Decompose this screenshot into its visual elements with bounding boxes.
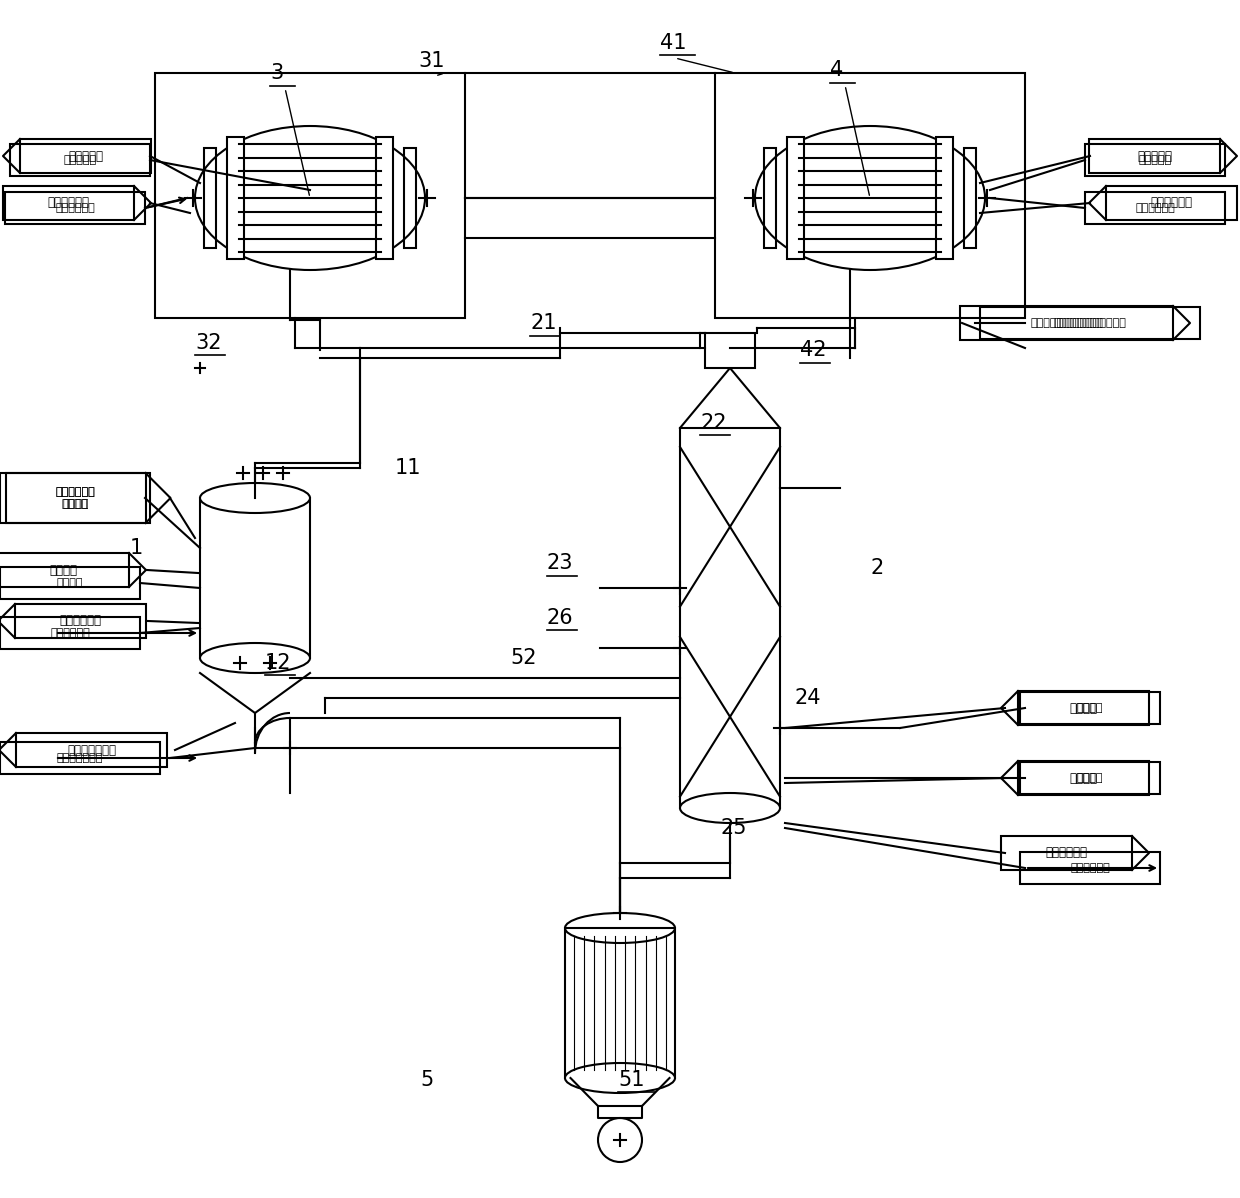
Text: 31: 31 xyxy=(418,52,444,71)
Bar xyxy=(0,473,150,524)
Ellipse shape xyxy=(195,126,425,270)
Text: 22: 22 xyxy=(701,413,727,432)
Text: 1: 1 xyxy=(130,538,144,558)
Bar xyxy=(786,137,804,259)
Text: 氢气进入: 氢气进入 xyxy=(1076,703,1104,713)
Text: 25: 25 xyxy=(720,818,746,837)
Bar xyxy=(376,137,393,259)
Text: 42: 42 xyxy=(800,340,827,361)
Bar xyxy=(1018,761,1149,795)
Bar xyxy=(1018,691,1149,725)
Bar xyxy=(1001,836,1132,870)
Text: 蒸汽进入: 蒸汽进入 xyxy=(1076,773,1104,783)
Text: 氢气进入: 氢气进入 xyxy=(1069,702,1097,714)
Text: 半导体晶硅: 半导体晶硅 xyxy=(1138,155,1172,165)
Ellipse shape xyxy=(598,1118,642,1162)
Bar xyxy=(1106,186,1238,220)
Bar xyxy=(205,147,216,248)
Bar xyxy=(1089,139,1220,173)
Bar xyxy=(980,307,1200,339)
Text: 蒸汽冷凝水出: 蒸汽冷凝水出 xyxy=(60,615,102,628)
Text: 低硅碳渣进入
催化剂入: 低硅碳渣进入 催化剂入 xyxy=(55,488,95,509)
Text: 41: 41 xyxy=(660,34,687,53)
Text: 三氯氢硅、四氯化硅产品: 三氯氢硅、四氯化硅产品 xyxy=(1030,317,1102,328)
Bar xyxy=(20,139,151,173)
Text: 5: 5 xyxy=(420,1070,433,1090)
Bar xyxy=(1085,192,1225,224)
Bar xyxy=(15,604,146,639)
Bar xyxy=(1085,144,1225,176)
Text: 蒸汽进入: 蒸汽进入 xyxy=(50,563,77,576)
Text: 26: 26 xyxy=(547,609,574,628)
Bar xyxy=(227,137,244,259)
Bar xyxy=(10,144,150,176)
Bar xyxy=(963,147,976,248)
Text: 半导体硅进入: 半导体硅进入 xyxy=(1135,202,1174,213)
Ellipse shape xyxy=(200,643,310,673)
Bar xyxy=(960,305,1173,340)
Text: 半导体硅进入: 半导体硅进入 xyxy=(55,202,95,213)
Text: 固料渣及返出硅: 固料渣及返出硅 xyxy=(57,754,103,763)
Bar xyxy=(565,928,675,1078)
Bar xyxy=(1021,762,1159,794)
Text: 蒸汽进入: 蒸汽进入 xyxy=(1069,772,1097,785)
Text: 4: 4 xyxy=(830,60,843,80)
Bar xyxy=(404,147,415,248)
Ellipse shape xyxy=(565,913,675,943)
Text: 24: 24 xyxy=(795,688,821,708)
Ellipse shape xyxy=(200,483,310,513)
Text: 52: 52 xyxy=(510,648,537,668)
Text: 低硅碳渣进入
催化剂入: 低硅碳渣进入 催化剂入 xyxy=(56,488,95,509)
Bar xyxy=(1021,852,1159,884)
Text: 51: 51 xyxy=(618,1070,645,1090)
Text: 蒸汽进入: 蒸汽进入 xyxy=(57,577,83,588)
Text: 三氯氢硅、四氯化硅产品: 三氯氢硅、四氯化硅产品 xyxy=(1054,317,1126,328)
Text: 半导体晶硅: 半导体晶硅 xyxy=(1137,150,1172,163)
Bar xyxy=(155,73,465,317)
Text: 21: 21 xyxy=(529,313,557,333)
Text: 32: 32 xyxy=(195,333,222,353)
Bar xyxy=(680,428,780,807)
Bar xyxy=(1021,692,1159,724)
Bar xyxy=(16,733,167,767)
Bar xyxy=(5,473,145,524)
Bar xyxy=(0,742,160,774)
Bar xyxy=(2,186,134,220)
Text: 蒸汽冷凝水出: 蒸汽冷凝水出 xyxy=(1070,863,1110,873)
Bar xyxy=(936,137,954,259)
Text: 23: 23 xyxy=(547,553,573,573)
Text: 蒸汽冷凝水出: 蒸汽冷凝水出 xyxy=(1045,847,1087,859)
Bar xyxy=(0,567,140,599)
Text: 蒸汽冷凝水出: 蒸汽冷凝水出 xyxy=(50,628,89,639)
Bar xyxy=(5,192,145,224)
Bar xyxy=(0,553,129,587)
Ellipse shape xyxy=(680,793,780,823)
Ellipse shape xyxy=(565,1063,675,1093)
Text: 2: 2 xyxy=(870,558,883,577)
Bar xyxy=(715,73,1025,317)
Bar xyxy=(0,617,140,649)
Text: 11: 11 xyxy=(396,458,422,478)
Bar xyxy=(200,498,310,658)
Text: 3: 3 xyxy=(270,63,283,83)
Ellipse shape xyxy=(755,126,985,270)
Text: 半导体晶硅: 半导体晶硅 xyxy=(68,150,103,163)
Bar xyxy=(706,333,755,368)
Bar xyxy=(764,147,776,248)
Text: 12: 12 xyxy=(265,653,291,673)
Text: 半导体晶硅: 半导体晶硅 xyxy=(63,155,97,165)
Text: 半导体硅进入: 半导体硅进入 xyxy=(1151,196,1193,210)
Text: 固料渣及返出硅: 固料渣及返出硅 xyxy=(67,744,117,756)
Text: 半导体硅进入: 半导体硅进入 xyxy=(47,196,89,210)
